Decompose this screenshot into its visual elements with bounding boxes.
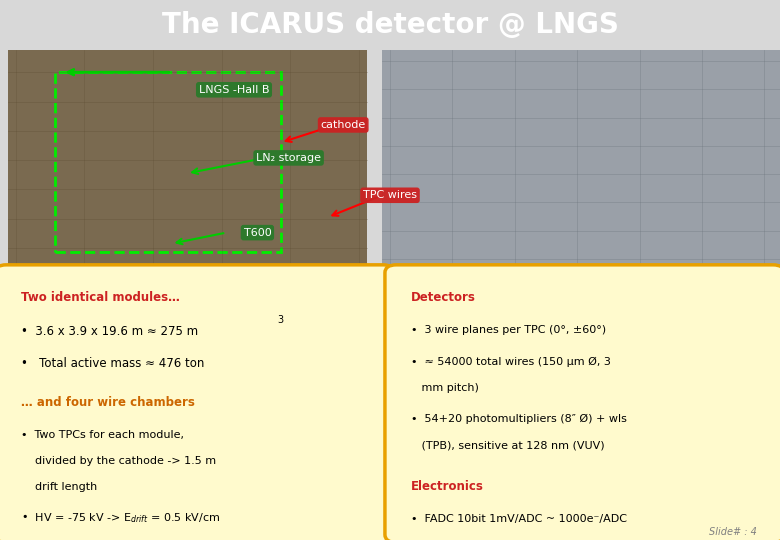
Text: mm pitch): mm pitch) xyxy=(411,383,479,393)
Text: Two identical modules…: Two identical modules… xyxy=(21,291,180,304)
Text: Detectors: Detectors xyxy=(411,291,476,304)
FancyBboxPatch shape xyxy=(385,265,780,540)
Text: •  ≈ 54000 total wires (150 μm Ø, 3: • ≈ 54000 total wires (150 μm Ø, 3 xyxy=(411,356,612,367)
Text: cathode: cathode xyxy=(321,120,366,130)
Text: The ICARUS detector @ LNGS: The ICARUS detector @ LNGS xyxy=(161,11,619,39)
Text: LNGS -Hall B: LNGS -Hall B xyxy=(199,85,269,95)
Text: •  Two TPCs for each module,: • Two TPCs for each module, xyxy=(21,430,184,440)
Text: •  54+20 photomultipliers (8″ Ø) + wls: • 54+20 photomultipliers (8″ Ø) + wls xyxy=(411,414,627,424)
Text: Slide# : 4: Slide# : 4 xyxy=(709,527,757,537)
Text: (TPB), sensitive at 128 nm (VUV): (TPB), sensitive at 128 nm (VUV) xyxy=(411,440,605,450)
Bar xyxy=(382,50,780,270)
Text: drift length: drift length xyxy=(21,482,98,492)
Text: •  3 wire planes per TPC (0°, ±60°): • 3 wire planes per TPC (0°, ±60°) xyxy=(411,325,606,335)
Text: •  3.6 x 3.9 x 19.6 m ≈ 275 m: • 3.6 x 3.9 x 19.6 m ≈ 275 m xyxy=(21,325,198,338)
FancyBboxPatch shape xyxy=(0,265,394,540)
Text: LN₂ storage: LN₂ storage xyxy=(256,153,321,163)
Text: •  HV = -75 kV -> E$_{drift}$ = 0.5 kV/cm: • HV = -75 kV -> E$_{drift}$ = 0.5 kV/cm xyxy=(21,511,221,525)
Text: 3: 3 xyxy=(278,315,284,325)
Bar xyxy=(8,50,367,270)
Text: divided by the cathode -> 1.5 m: divided by the cathode -> 1.5 m xyxy=(21,456,216,466)
Text: Electronics: Electronics xyxy=(411,480,484,492)
Text: … and four wire chambers: … and four wire chambers xyxy=(21,396,195,409)
Text: •   Total active mass ≈ 476 ton: • Total active mass ≈ 476 ton xyxy=(21,356,204,369)
Text: •  FADC 10bit 1mV/ADC ~ 1000e⁻/ADC: • FADC 10bit 1mV/ADC ~ 1000e⁻/ADC xyxy=(411,514,627,524)
Text: T600: T600 xyxy=(243,228,271,238)
Text: TPC wires: TPC wires xyxy=(363,190,417,200)
